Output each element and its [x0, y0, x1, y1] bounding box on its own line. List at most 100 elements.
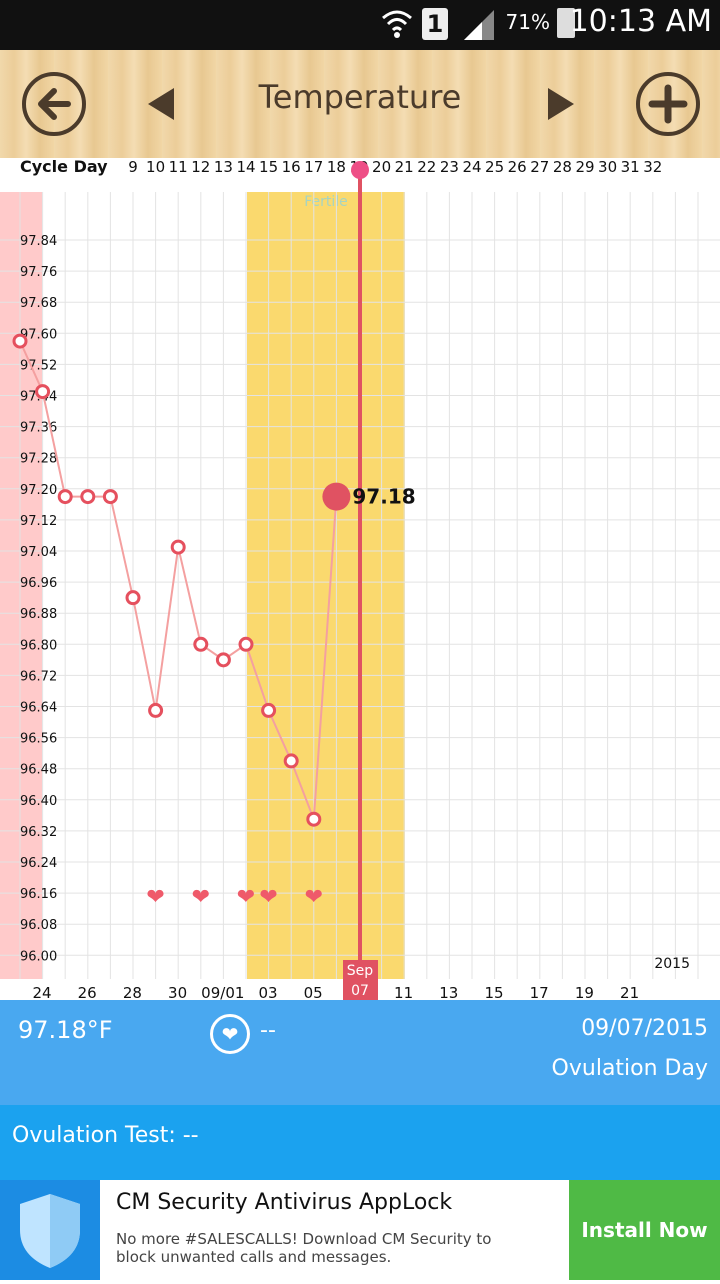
temperature-point[interactable] [80, 489, 96, 505]
y-tick-label: 96.48 [20, 763, 57, 778]
y-tick-label: 97.68 [20, 296, 57, 311]
y-tick-label: 97.36 [20, 421, 57, 436]
selected-day: 07 [351, 983, 369, 999]
cycle-day-number: 31 [621, 158, 640, 176]
temperature-chart[interactable]: Fertile 97.8497.7697.6897.6097.5297.4497… [0, 157, 720, 1002]
y-tick-label: 96.24 [20, 856, 57, 871]
cycle-day-number: 12 [191, 158, 210, 176]
temperature-point[interactable] [238, 636, 254, 652]
y-tick-label: 97.60 [20, 327, 57, 342]
heart-icon[interactable]: ❤ [210, 1014, 250, 1054]
x-tick-label: 03 [258, 984, 277, 1000]
cycle-day-label: Cycle Day [20, 158, 108, 176]
cycle-day-number: 20 [372, 158, 391, 176]
chart-canvas[interactable]: Fertile 97.8497.7697.6897.6097.5297.4497… [0, 157, 720, 1002]
day-info-panel: 97.18°F ❤ -- 09/07/2015 Ovulation Day [0, 1000, 720, 1105]
temperature-value: 97.18°F [18, 1016, 113, 1044]
today-marker [351, 161, 369, 179]
fertile-label: Fertile [304, 194, 348, 210]
cycle-day-number: 16 [282, 158, 301, 176]
temperature-point[interactable] [125, 590, 141, 606]
y-tick-label: 96.72 [20, 669, 57, 684]
battery-icon [557, 8, 575, 38]
clock: 10:13 AM [569, 4, 712, 39]
y-tick-label: 96.08 [20, 918, 57, 933]
intercourse-heart-icon: ❤ [146, 885, 164, 910]
plus-icon [648, 84, 688, 124]
cycle-day-number: 9 [128, 158, 138, 176]
shield-icon [20, 1194, 80, 1268]
x-tick-label: 26 [78, 984, 97, 1000]
selected-date: 09/07/2015 [581, 1016, 708, 1041]
temperature-point[interactable] [57, 489, 73, 505]
status-bar: 1 71% 10:13 AM [0, 0, 720, 50]
back-button[interactable] [22, 72, 86, 136]
intercourse-heart-icon: ❤ [259, 885, 277, 910]
y-tick-label: 97.12 [20, 514, 57, 529]
intercourse-value: -- [260, 1018, 276, 1043]
x-tick-label: 24 [32, 984, 51, 1000]
y-tick-label: 96.40 [20, 794, 57, 809]
x-tick-label: 19 [575, 984, 594, 1000]
ad-title: CM Security Antivirus AppLock [116, 1190, 453, 1215]
cycle-day-number: 14 [236, 158, 255, 176]
y-tick-label: 97.84 [20, 234, 57, 249]
temperature-point[interactable] [12, 333, 28, 349]
title-bar: Temperature [0, 50, 720, 161]
intercourse-heart-icon: ❤ [192, 885, 210, 910]
install-now-button[interactable]: Install Now [569, 1180, 720, 1280]
y-tick-label: 96.80 [20, 638, 57, 653]
temperature-point[interactable] [102, 489, 118, 505]
x-tick-label: 05 [304, 984, 323, 1000]
period-band [0, 192, 42, 979]
selected-date-badge [343, 960, 378, 1000]
intercourse-heart-icon: ❤ [305, 885, 323, 910]
cycle-day-number: 11 [169, 158, 188, 176]
cycle-day-number: 24 [462, 158, 481, 176]
temperature-point[interactable] [35, 384, 51, 400]
y-tick-label: 96.32 [20, 825, 57, 840]
sim-slot-indicator: 1 [422, 8, 448, 40]
cycle-day-number: 18 [327, 158, 346, 176]
temperature-point[interactable] [193, 636, 209, 652]
year-label: 2015 [654, 956, 690, 972]
cycle-day-number: 23 [440, 158, 459, 176]
temperature-point[interactable] [215, 652, 231, 668]
ad-description: No more #SALESCALLS! Download CM Securit… [116, 1230, 492, 1266]
temperature-point[interactable] [261, 702, 277, 718]
y-tick-label: 96.64 [20, 701, 57, 716]
cycle-day-number: 26 [508, 158, 527, 176]
ovulation-test-bar[interactable]: Ovulation Test: -- [0, 1105, 720, 1180]
next-button[interactable] [548, 88, 574, 120]
cycle-day-number: 28 [553, 158, 572, 176]
y-tick-label: 97.52 [20, 358, 57, 373]
cycle-day-number: 27 [530, 158, 549, 176]
x-tick-label: 09/01 [201, 984, 244, 1000]
battery-percent: 71% [505, 10, 550, 34]
cycle-day-number: 25 [485, 158, 504, 176]
y-tick-label: 96.56 [20, 732, 57, 747]
cycle-day-number: 13 [214, 158, 233, 176]
cycle-day-number: 29 [575, 158, 594, 176]
cycle-day-number: 22 [417, 158, 436, 176]
y-tick-label: 97.04 [20, 545, 57, 560]
y-tick-label: 97.76 [20, 265, 57, 280]
wifi-icon [382, 10, 412, 38]
cycle-day-number: 30 [598, 158, 617, 176]
temperature-point[interactable] [306, 811, 322, 827]
temperature-point[interactable] [170, 539, 186, 555]
x-tick-label: 13 [439, 984, 458, 1000]
y-tick-label: 96.16 [20, 887, 57, 902]
y-tick-label: 97.28 [20, 452, 57, 467]
selected-month: Sep [347, 963, 374, 979]
temperature-point[interactable] [283, 753, 299, 769]
day-type-label: Ovulation Day [551, 1056, 708, 1081]
ad-banner[interactable]: CM Security Antivirus AppLock No more #S… [0, 1180, 720, 1280]
selected-point[interactable] [322, 482, 351, 511]
add-button[interactable] [636, 72, 700, 136]
temperature-point[interactable] [148, 702, 164, 718]
previous-button[interactable] [148, 88, 174, 120]
page-title: Temperature [258, 78, 462, 116]
cycle-day-number: 15 [259, 158, 278, 176]
selected-value-label: 97.18 [352, 485, 415, 509]
